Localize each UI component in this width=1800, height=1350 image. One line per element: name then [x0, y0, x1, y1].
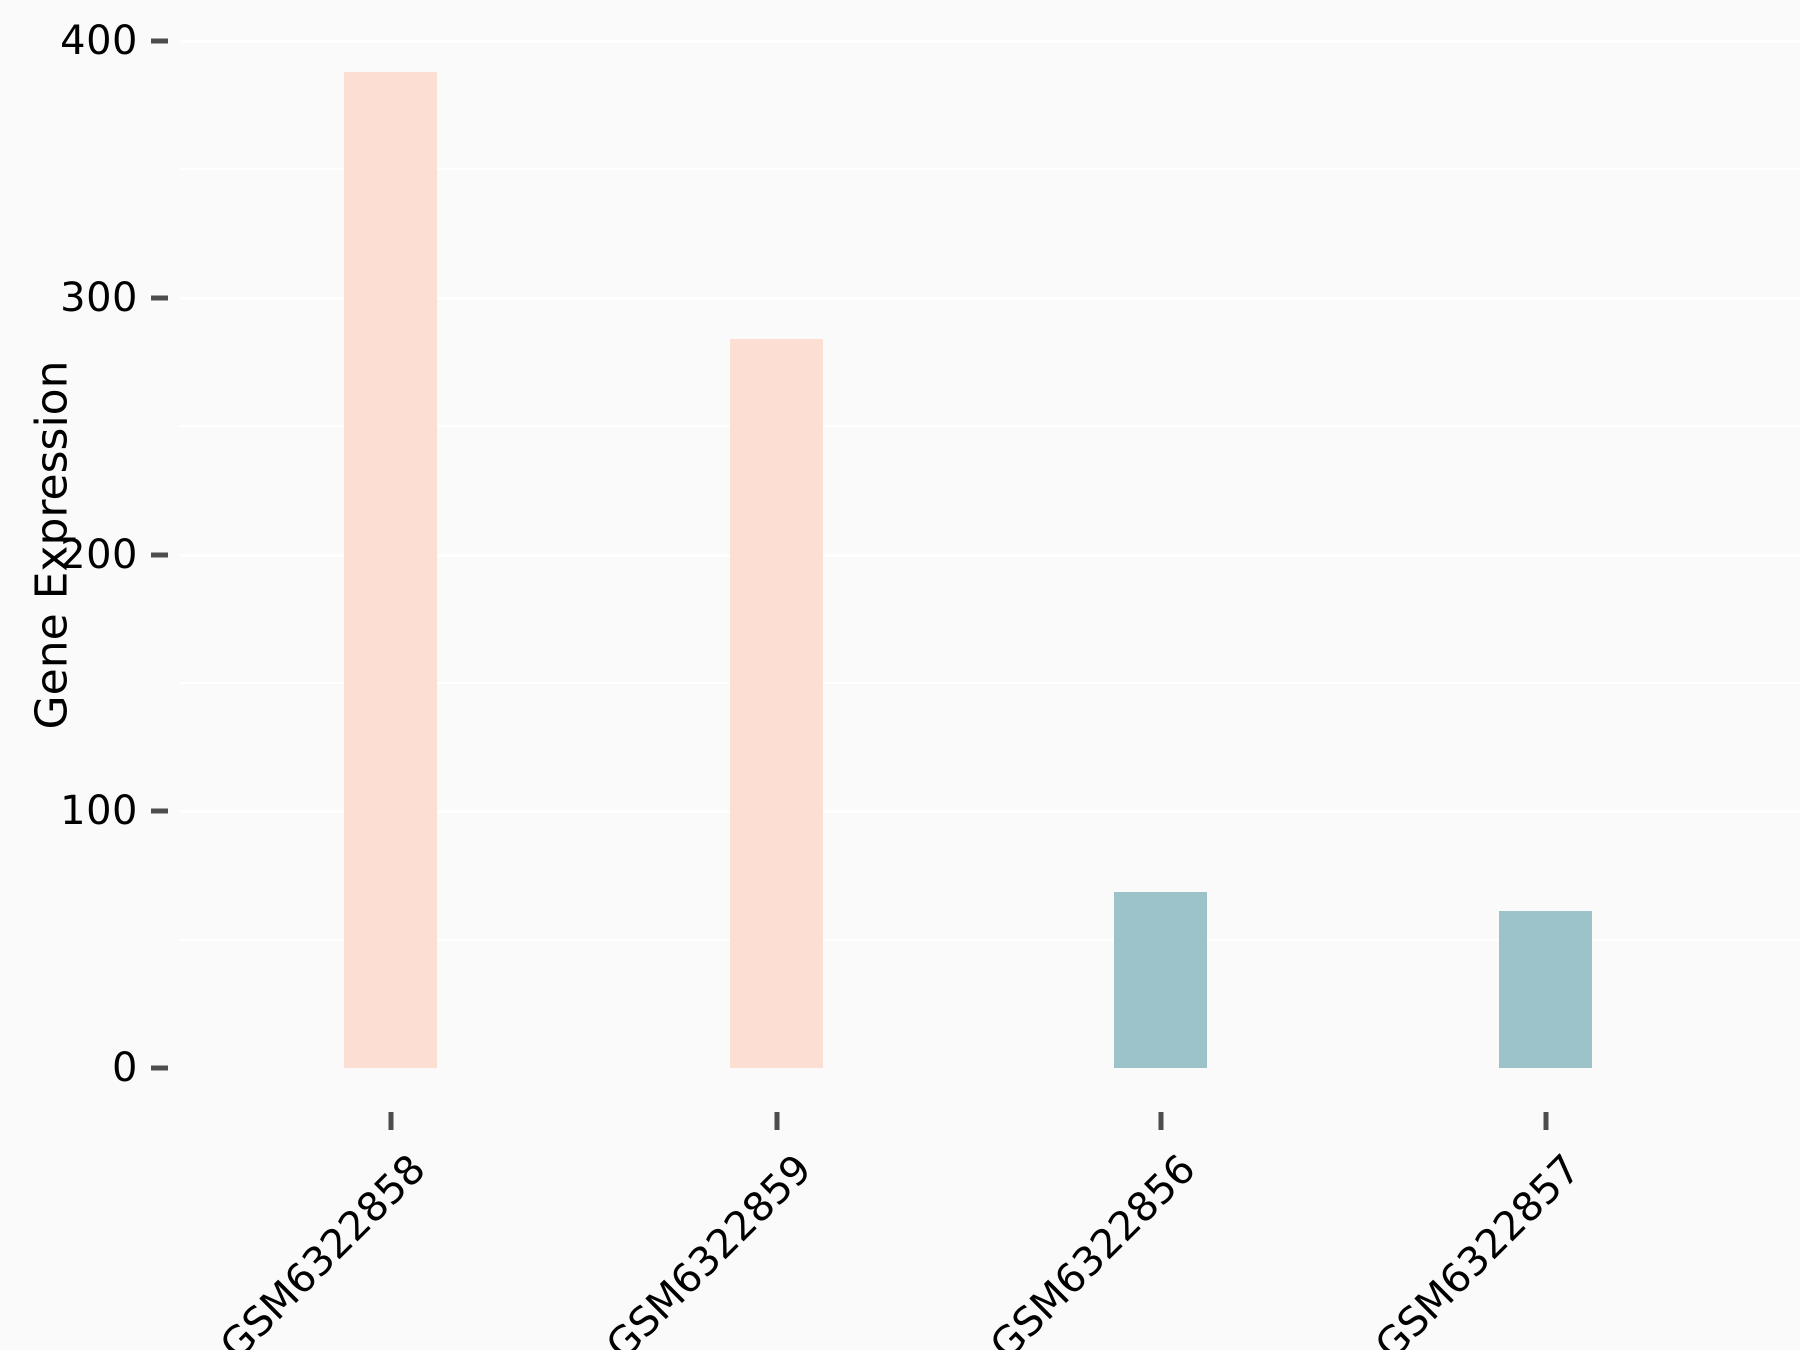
- x-tick-mark: [388, 1112, 393, 1130]
- x-tick-mark: [1158, 1112, 1163, 1130]
- bar[interactable]: [344, 71, 437, 1068]
- x-tick-label: GSM6322856: [982, 1146, 1206, 1350]
- gridline-minor: [180, 425, 1800, 428]
- plot-panel: [180, 0, 1800, 1090]
- bar[interactable]: [730, 338, 823, 1068]
- x-axis: GSM6322858 GSM6322859 GSM6322856 GSM6322857: [180, 1090, 1800, 1350]
- y-tick-label: 0: [112, 1045, 138, 1091]
- y-tick-label: 200: [60, 531, 138, 578]
- y-tick-label: 400: [60, 18, 138, 64]
- gridline-minor: [180, 168, 1800, 171]
- y-tick-mark: [151, 1065, 168, 1071]
- gridline-minor: [180, 681, 1800, 684]
- gridline-major: [180, 296, 1800, 300]
- y-tick-mark: [151, 295, 168, 301]
- x-tick-mark: [774, 1112, 779, 1130]
- y-tick-mark: [151, 38, 168, 44]
- bar[interactable]: [1114, 892, 1207, 1068]
- x-tick-label: GSM6322859: [598, 1146, 822, 1350]
- x-tick-mark: [1543, 1112, 1548, 1130]
- gridline-major: [180, 553, 1800, 557]
- gridline-major: [180, 40, 1800, 43]
- y-tick-label: 100: [60, 788, 138, 835]
- bar[interactable]: [1499, 911, 1592, 1068]
- gridline-major: [180, 810, 1800, 814]
- y-tick-mark: [151, 808, 168, 814]
- y-tick-mark: [151, 552, 168, 557]
- y-tick-label: 300: [60, 274, 138, 321]
- y-axis: Gene Expression 0 100 200 300 400: [0, 0, 180, 1091]
- x-tick-label: GSM6322858: [212, 1146, 436, 1350]
- gridline-minor: [180, 938, 1800, 941]
- x-tick-label: GSM6322857: [1367, 1146, 1591, 1350]
